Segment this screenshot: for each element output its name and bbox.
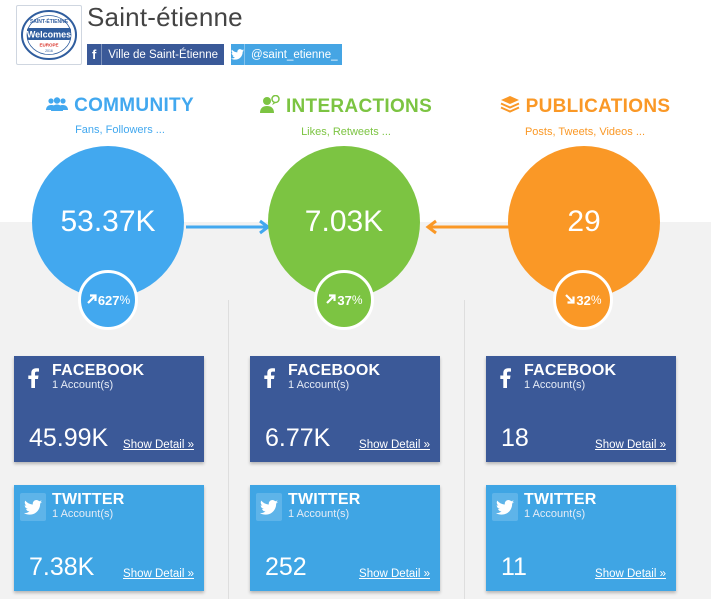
account-count: 1 Account(s): [524, 379, 586, 391]
twitter-icon: [256, 493, 282, 521]
brand-logo: Welcomes SAINT-ÉTIENNE EUROPE 2016: [16, 5, 82, 65]
account-count: 1 Account(s): [288, 508, 350, 520]
community-heading: COMMUNITY Fans, Followers ...: [30, 95, 210, 136]
trend-down-icon: [564, 293, 576, 308]
publications-facebook-card: FACEBOOK 1 Account(s) 18 Show Detail »: [486, 356, 676, 462]
interactions-subtitle: Likes, Retweets ...: [301, 126, 391, 138]
show-detail-link[interactable]: Show Detail »: [359, 439, 430, 451]
interactions-change-value: 37: [337, 292, 352, 308]
facebook-icon: [20, 364, 46, 392]
community-change-value: 627: [97, 292, 120, 308]
account-count: 1 Account(s): [52, 508, 114, 520]
account-count: 1 Account(s): [288, 379, 350, 391]
community-title: COMMUNITY: [74, 95, 194, 116]
twitter-page-link[interactable]: @saint_etienne_: [231, 44, 342, 65]
users-icon: [46, 95, 69, 117]
percent-unit: %: [351, 293, 363, 307]
publications-title: PUBLICATIONS: [525, 96, 671, 117]
twitter-icon: [231, 44, 245, 65]
publications-change-badge: 32%: [553, 270, 613, 330]
community-change-badge: 627%: [78, 270, 138, 330]
publications-facebook-value: 18: [501, 424, 529, 452]
svg-text:EUROPE: EUROPE: [39, 43, 58, 48]
show-detail-link[interactable]: Show Detail »: [595, 439, 666, 451]
interactions-twitter-value: 252: [265, 553, 307, 581]
arrow-right-icon: [186, 219, 271, 235]
percent-unit: %: [119, 293, 131, 307]
facebook-icon: [492, 364, 518, 392]
svg-text:Welcomes: Welcomes: [27, 30, 71, 40]
show-detail-link[interactable]: Show Detail »: [595, 568, 666, 580]
arrow-left-icon: [425, 219, 510, 235]
facebook-icon: [256, 364, 282, 392]
network-name: FACEBOOK: [288, 362, 381, 379]
facebook-page-link[interactable]: f Ville de Saint-Étienne: [87, 44, 224, 65]
twitter-page-label: @saint_etienne_: [251, 48, 338, 61]
interactions-change-badge: 37%: [314, 270, 374, 330]
publications-twitter-card: TWITTER 1 Account(s) 11 Show Detail »: [486, 485, 676, 591]
trend-up-icon: [86, 293, 98, 308]
show-detail-link[interactable]: Show Detail »: [359, 568, 430, 580]
interactions-heading: INTERACTIONS Likes, Retweets ...: [256, 94, 436, 138]
account-count: 1 Account(s): [52, 379, 114, 391]
stack-icon: [500, 95, 520, 119]
svg-text:2016: 2016: [45, 49, 53, 53]
publications-heading: PUBLICATIONS Posts, Tweets, Videos ...: [487, 95, 683, 138]
twitter-icon: [20, 493, 46, 521]
interactions-facebook-card: FACEBOOK 1 Account(s) 6.77K Show Detail …: [250, 356, 440, 462]
publications-twitter-value: 11: [501, 553, 527, 581]
network-name: TWITTER: [288, 491, 361, 508]
network-name: FACEBOOK: [524, 362, 617, 379]
community-twitter-value: 7.38K: [29, 553, 95, 581]
trend-up-icon: [325, 293, 337, 308]
community-twitter-card: TWITTER 1 Account(s) 7.38K Show Detail »: [14, 485, 204, 591]
show-detail-link[interactable]: Show Detail »: [123, 568, 194, 580]
community-subtitle: Fans, Followers ...: [75, 124, 165, 136]
page-title: Saint-étienne: [87, 2, 243, 32]
user-talk-icon: [259, 94, 280, 119]
community-facebook-value: 45.99K: [29, 424, 109, 452]
community-facebook-card: FACEBOOK 1 Account(s) 45.99K Show Detail…: [14, 356, 204, 462]
facebook-icon: f: [87, 44, 103, 65]
publications-subtitle: Posts, Tweets, Videos ...: [524, 126, 646, 138]
network-name: TWITTER: [52, 491, 125, 508]
network-name: FACEBOOK: [52, 362, 145, 379]
show-detail-link[interactable]: Show Detail »: [123, 439, 194, 451]
column-divider: [228, 300, 229, 599]
interactions-twitter-card: TWITTER 1 Account(s) 252 Show Detail »: [250, 485, 440, 591]
percent-unit: %: [590, 293, 602, 307]
interactions-facebook-value: 6.77K: [265, 424, 331, 452]
publications-change-value: 32: [576, 292, 591, 308]
twitter-icon: [492, 493, 518, 521]
network-name: TWITTER: [524, 491, 597, 508]
svg-text:SAINT-ÉTIENNE: SAINT-ÉTIENNE: [30, 17, 69, 25]
facebook-page-label: Ville de Saint-Étienne: [108, 48, 218, 61]
interactions-title: INTERACTIONS: [285, 96, 433, 117]
column-divider: [464, 300, 465, 599]
account-count: 1 Account(s): [524, 508, 586, 520]
